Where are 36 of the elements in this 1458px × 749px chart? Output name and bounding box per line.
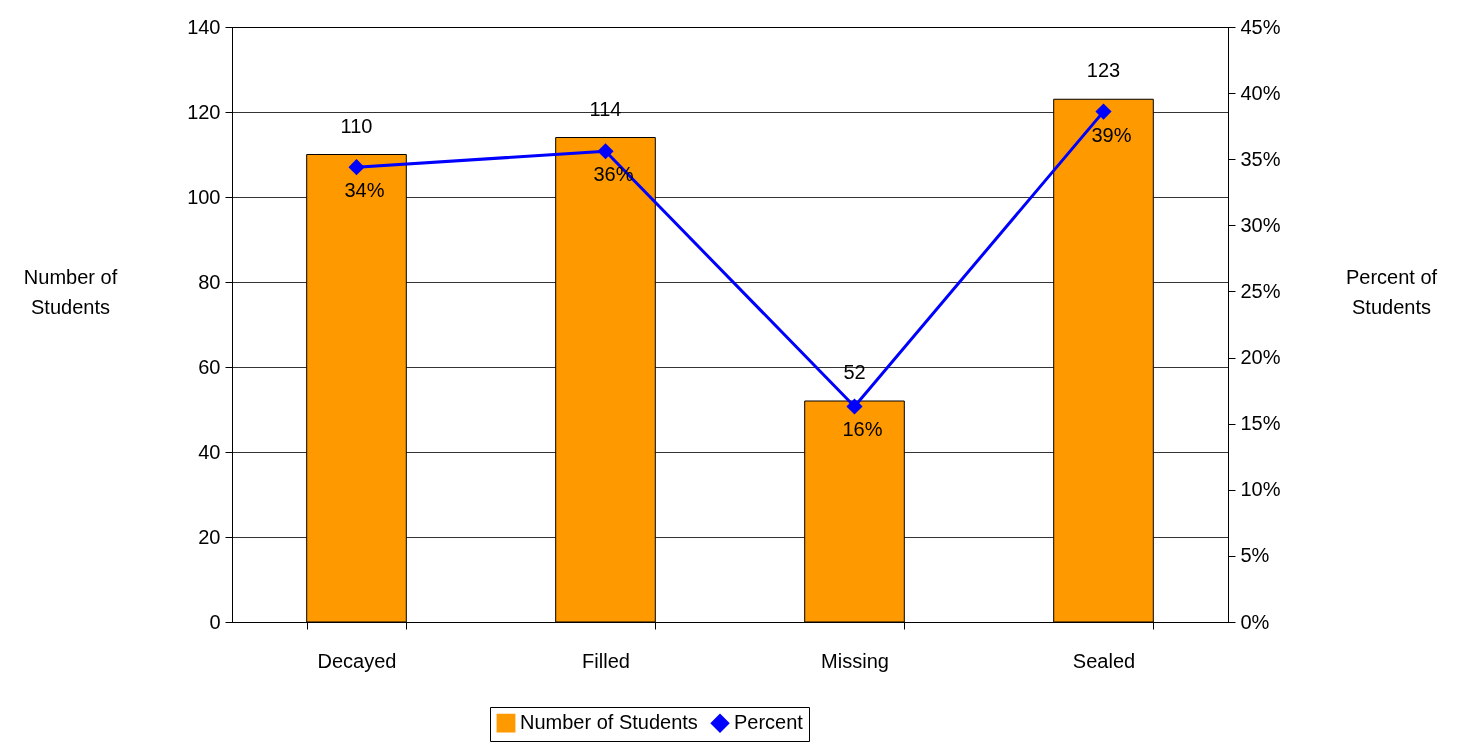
x-tick-label: Filled xyxy=(582,649,630,672)
y2-tick-label: 0% xyxy=(1240,610,1270,633)
data-label: 16% xyxy=(842,418,883,441)
x-tick-label: Sealed xyxy=(1072,649,1136,672)
y-tick-label: 20 xyxy=(198,525,221,548)
y-tick-label: 60 xyxy=(198,355,221,378)
y2-tick-label: 10% xyxy=(1240,478,1281,501)
point xyxy=(1095,103,1112,120)
point xyxy=(348,159,365,176)
data-label: 52 xyxy=(843,361,866,383)
y-tick-label: 120 xyxy=(187,100,221,123)
y2-tick-label: 15% xyxy=(1240,412,1281,435)
y2-tick-label: 5% xyxy=(1240,544,1270,567)
data-label: 123 xyxy=(1086,59,1121,82)
x-tick-label: Missing xyxy=(821,649,889,672)
y2-tick-label: 35% xyxy=(1240,147,1281,170)
point xyxy=(597,143,614,160)
y-tick-label: 80 xyxy=(198,270,221,293)
y2-tick-label: 25% xyxy=(1240,279,1281,302)
x-tick-label: Decayed xyxy=(317,649,397,672)
y-tick-label: 40 xyxy=(198,440,221,463)
y2-tick-label: 45% xyxy=(1240,15,1281,38)
y2-tick-label: 20% xyxy=(1240,346,1281,369)
data-label: 34% xyxy=(344,179,385,202)
y-tick-label: 100 xyxy=(187,185,221,208)
y-axis-title: Number of Students xyxy=(23,265,118,318)
y2-axis-title: Percent of Students xyxy=(1345,265,1438,318)
legend-label: Percent xyxy=(734,711,804,734)
y-tick-label: 140 xyxy=(187,15,221,38)
legend-label: Number of Students xyxy=(520,711,698,734)
data-label: 110 xyxy=(340,114,373,137)
point xyxy=(846,398,863,415)
y2-tick-label: 30% xyxy=(1240,213,1281,236)
data-label: 39% xyxy=(1091,123,1132,146)
y-tick-label: 0 xyxy=(209,610,221,633)
y2-tick-label: 40% xyxy=(1240,81,1281,104)
